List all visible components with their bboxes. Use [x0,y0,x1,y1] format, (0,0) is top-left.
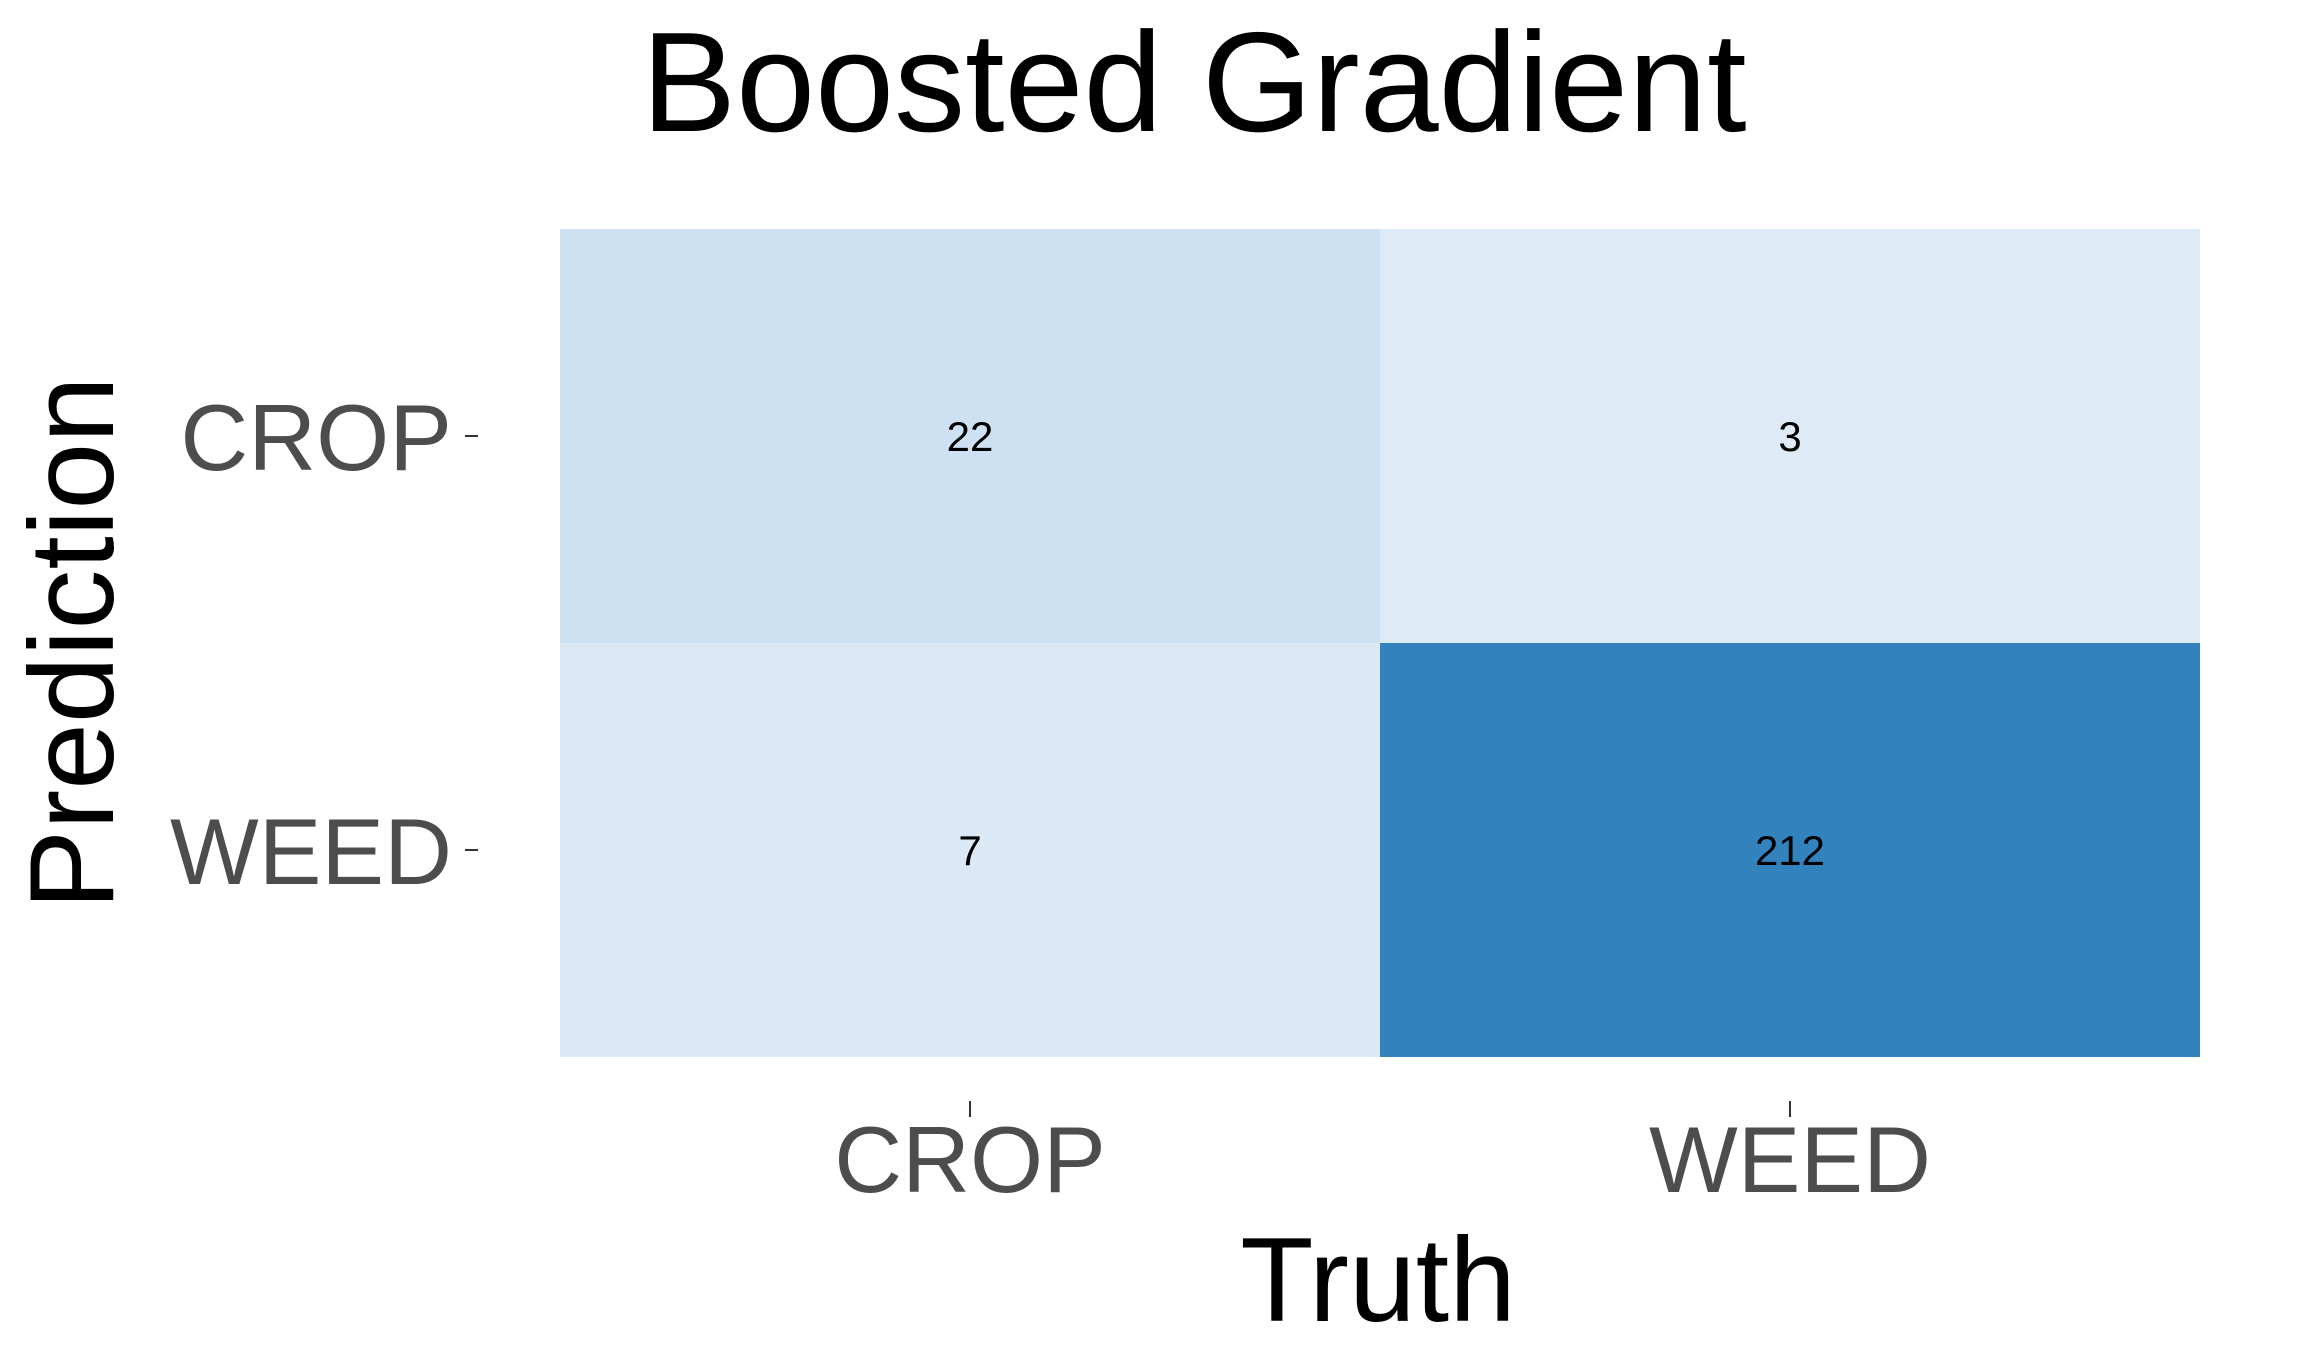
cell-value-label-weed-crop: 7 [958,827,981,874]
y-axis-title: Prediction [5,376,139,910]
x-axis-title: Truth [1240,1213,1516,1347]
y-tick-label-weed: WEED [170,799,452,904]
x-axis-ticks: CROP WEED [834,1101,1931,1212]
cell-value-label-crop-crop: 22 [947,413,994,460]
x-tick-label-weed: WEED [1649,1107,1931,1212]
x-tick-label-crop: CROP [834,1107,1106,1212]
cell-value-label-crop-weed: 3 [1778,413,1801,460]
y-tick-label-crop: CROP [180,385,452,490]
heatmap-cell-weed-crop [560,643,1380,1057]
chart-title: Boosted Gradient [641,3,1746,162]
y-axis-ticks: CROP WEED [170,385,478,904]
heatmap-cell-weed-weed [1380,643,2200,1057]
cell-value-label-weed-weed: 212 [1755,827,1825,874]
heatmap-cell-crop-weed [1380,229,2200,643]
heatmap-cell-labels: 22 3 7 212 [947,413,1825,874]
heatmap-cell-crop-crop [560,229,1380,643]
heatmap-cells [560,229,2200,1057]
